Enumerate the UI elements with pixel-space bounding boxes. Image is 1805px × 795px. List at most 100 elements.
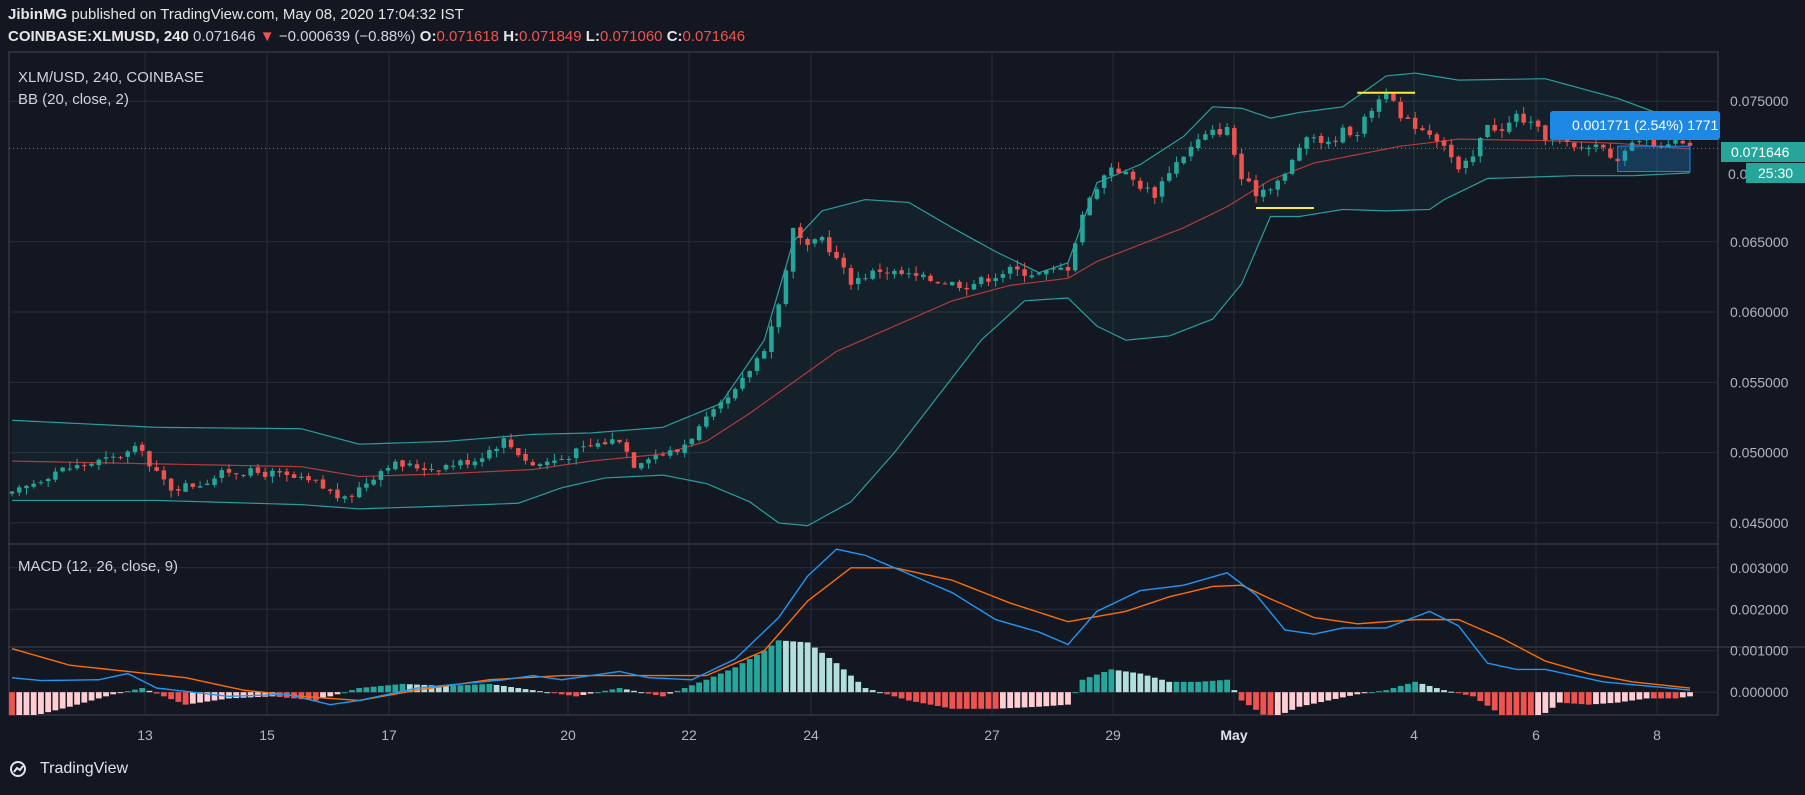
candle-body [1347, 126, 1353, 136]
candle-body [1051, 268, 1056, 270]
symbol-label[interactable]: COINBASE:XLMUSD, 240 [8, 28, 189, 45]
macd-histogram-bar [848, 675, 854, 693]
macd-histogram-bar [1513, 692, 1520, 715]
open-value: 0.071618 [436, 28, 500, 45]
candle-body [241, 475, 246, 477]
candle-body [197, 486, 203, 488]
candle-body [1029, 275, 1035, 278]
macd-title[interactable]: MACD (12, 26, close, 9) [18, 558, 178, 575]
macd-tick-label: 0.000000 [1730, 684, 1789, 700]
candle-body [1514, 113, 1519, 122]
candle-body [111, 456, 116, 458]
macd-histogram-bar [211, 692, 218, 701]
candles [9, 88, 1693, 503]
time-tick-label: 8 [1653, 727, 1661, 743]
macd-histogram-bar [732, 667, 739, 693]
macd-histogram-bar [1470, 692, 1476, 697]
candle-body [139, 444, 145, 451]
candle-body [1297, 147, 1302, 161]
candle-body [103, 457, 109, 459]
candle-body [1318, 136, 1324, 143]
indicator-title[interactable]: BB (20, close, 2) [18, 91, 129, 108]
candle-body [1232, 128, 1237, 155]
macd-histogram-bar [1267, 692, 1274, 715]
macd-histogram-bar [1079, 679, 1086, 693]
candle-body [675, 449, 680, 452]
candle-body [378, 471, 384, 480]
macd-histogram-bar [754, 654, 760, 693]
macd-histogram-bar [1593, 692, 1599, 705]
candle-body [1572, 142, 1577, 148]
candle-body [523, 453, 528, 461]
tradingview-brand[interactable]: TradingView [10, 760, 128, 778]
candle-body [667, 450, 673, 456]
candle-body [696, 426, 702, 441]
time-tick-label: 24 [803, 727, 819, 743]
partial-tick-label: 0.0 [1728, 166, 1748, 182]
macd-histogram-bar [1180, 681, 1187, 693]
macd-histogram-bar [616, 688, 623, 693]
macd-histogram-bar [826, 657, 833, 693]
macd-histogram-bar [1311, 692, 1317, 704]
macd-histogram-bar [1600, 692, 1607, 704]
annotations[interactable] [1256, 91, 1691, 210]
candle-body [892, 270, 897, 275]
macd-histogram-bar [464, 684, 471, 693]
macd-histogram-bar [1057, 692, 1064, 706]
candle-body [1600, 144, 1606, 148]
candle-body [443, 464, 449, 470]
macd-histogram-bar [746, 659, 753, 693]
candle-body [646, 459, 651, 464]
macd-histogram-bar [1339, 692, 1346, 698]
close-value: 0.071646 [682, 28, 746, 45]
macd-histogram-bar [971, 692, 977, 709]
macd-histogram-bar [1144, 675, 1151, 693]
candle-body [928, 275, 933, 281]
candle-body [1478, 138, 1483, 157]
candle-body [1362, 116, 1367, 134]
last-price: 0.071646 [193, 28, 256, 45]
macd-histogram-bar [963, 692, 970, 709]
candle-body [653, 455, 658, 460]
candle-body [1355, 135, 1360, 137]
candle-body [971, 284, 977, 290]
candle-body [393, 461, 398, 470]
candle-body [1470, 156, 1476, 163]
author-name[interactable]: JibinMG [8, 6, 68, 23]
macd-histogram-bar [493, 684, 500, 693]
ohlc-legend: COINBASE:XLMUSD, 240 0.071646 ▼ −0.00063… [8, 28, 745, 45]
candle-body [147, 451, 152, 467]
candle-body [356, 487, 362, 498]
macd-histogram-bar [1072, 692, 1079, 694]
candle-body [870, 270, 875, 279]
candle-body [1072, 243, 1078, 271]
candle-body [747, 371, 752, 378]
candle-body [1586, 147, 1591, 150]
candle-body [1058, 267, 1063, 270]
macd-histogram-bar [623, 689, 630, 693]
macd-histogram-bar [768, 645, 775, 693]
macd-histogram-bar [609, 689, 616, 693]
macd-histogram-bar [1527, 692, 1534, 715]
candle-body [798, 227, 803, 239]
macd-histogram-bar [312, 692, 319, 701]
macd-histogram-bar [833, 663, 840, 693]
macd-histogram-bar [992, 692, 999, 709]
macd-histogram-bar [182, 692, 189, 705]
candle-body [38, 482, 44, 484]
candle-body [942, 283, 948, 285]
close-label: C: [666, 28, 683, 45]
bb-upper-line [11, 72, 1691, 445]
candle-body [812, 239, 818, 244]
candle-body [414, 464, 420, 469]
candle-body [1485, 124, 1490, 137]
axes: 0.075000 0.065000 0.060000 0.055000 0.050000… [137, 93, 1788, 743]
candle-body [1543, 125, 1548, 141]
candle-body [986, 278, 991, 282]
candle-body [1434, 134, 1440, 142]
candle-body [1680, 140, 1686, 144]
macd-histogram-bar [631, 690, 637, 693]
candle-body [1044, 270, 1049, 275]
macd-histogram-bar [240, 692, 247, 698]
